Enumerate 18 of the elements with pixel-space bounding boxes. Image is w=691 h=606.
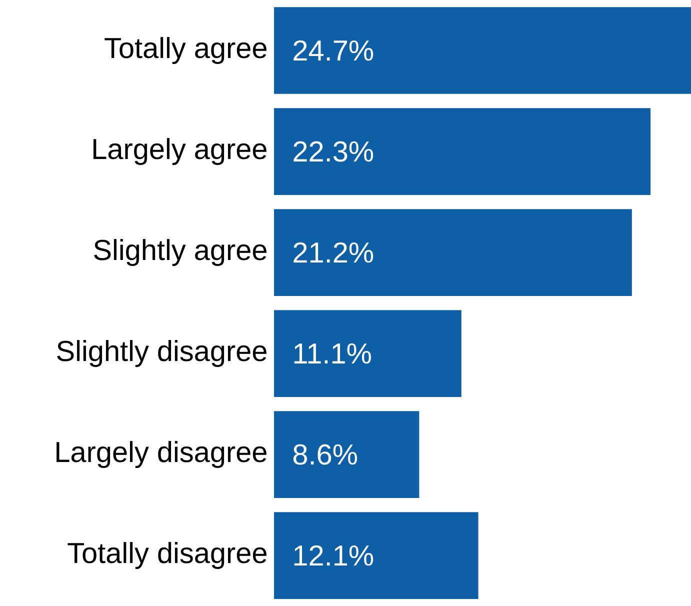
data-label: 24.7% — [294, 40, 374, 61]
bar — [274, 7, 691, 94]
bar — [274, 209, 632, 296]
bar — [274, 512, 478, 599]
y-tick-label: Totally disagree — [68, 542, 266, 569]
y-tick-label: Slightly disagree — [57, 340, 266, 367]
data-label: 12.1% — [294, 545, 374, 566]
data-label: 22.3% — [294, 141, 374, 162]
data-label: 11.1% — [294, 343, 371, 364]
y-tick-label: Largely disagree — [56, 441, 266, 468]
bar — [274, 108, 650, 195]
bar — [274, 411, 420, 498]
y-tick-label: Slightly agree — [94, 239, 266, 266]
data-label: 21.2% — [294, 242, 374, 263]
data-label: 8.6% — [293, 444, 358, 465]
bar — [274, 310, 462, 397]
y-tick-label: Largely agree — [93, 138, 266, 165]
y-tick-label: Totally agree — [104, 37, 266, 64]
